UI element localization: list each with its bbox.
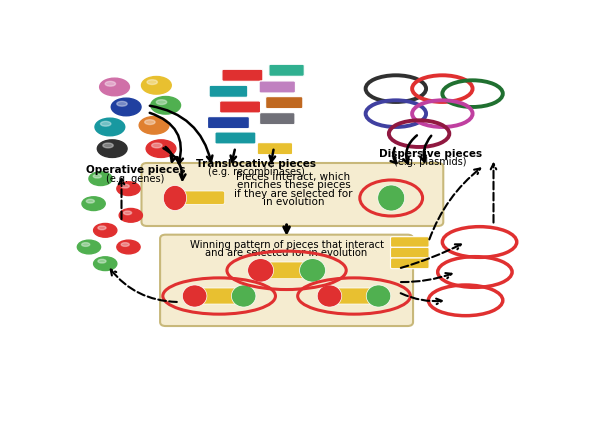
Text: Winning pattern of pieces that interact: Winning pattern of pieces that interact (190, 240, 383, 250)
Ellipse shape (366, 285, 391, 307)
FancyBboxPatch shape (391, 258, 429, 268)
Ellipse shape (111, 98, 141, 116)
Ellipse shape (152, 143, 162, 148)
Text: in evolution: in evolution (263, 197, 324, 207)
Ellipse shape (248, 259, 274, 282)
Ellipse shape (299, 259, 325, 282)
Ellipse shape (86, 199, 94, 203)
Ellipse shape (117, 240, 140, 254)
Ellipse shape (317, 285, 342, 307)
Ellipse shape (145, 120, 155, 125)
Ellipse shape (182, 285, 207, 307)
FancyBboxPatch shape (142, 163, 443, 226)
FancyBboxPatch shape (191, 288, 247, 304)
Ellipse shape (82, 197, 105, 210)
Ellipse shape (95, 118, 125, 136)
Ellipse shape (119, 208, 142, 222)
FancyBboxPatch shape (326, 288, 382, 304)
Text: enriches these pieces: enriches these pieces (236, 180, 350, 191)
FancyBboxPatch shape (222, 69, 263, 81)
Ellipse shape (151, 97, 181, 114)
FancyBboxPatch shape (391, 237, 429, 247)
Ellipse shape (98, 226, 106, 230)
Ellipse shape (146, 140, 176, 158)
Ellipse shape (163, 185, 187, 210)
Ellipse shape (232, 285, 256, 307)
Ellipse shape (142, 77, 171, 94)
Ellipse shape (147, 80, 157, 84)
Ellipse shape (94, 257, 117, 271)
FancyBboxPatch shape (266, 97, 303, 109)
FancyBboxPatch shape (269, 64, 304, 76)
Ellipse shape (117, 182, 140, 196)
Ellipse shape (105, 81, 116, 86)
Text: (e.g. recombinases): (e.g. recombinases) (208, 167, 305, 177)
Ellipse shape (82, 242, 90, 246)
Text: Pieces interact, which: Pieces interact, which (236, 172, 350, 182)
Text: (e.g. plasmids): (e.g. plasmids) (394, 157, 467, 167)
FancyBboxPatch shape (181, 191, 225, 204)
Ellipse shape (89, 172, 112, 185)
FancyBboxPatch shape (215, 132, 256, 144)
Ellipse shape (121, 242, 129, 246)
Ellipse shape (124, 211, 131, 215)
Text: Operative pieces: Operative pieces (86, 165, 185, 175)
FancyBboxPatch shape (260, 113, 295, 125)
Ellipse shape (77, 240, 101, 254)
Ellipse shape (94, 223, 117, 237)
FancyBboxPatch shape (160, 235, 413, 326)
Ellipse shape (157, 100, 167, 104)
FancyBboxPatch shape (208, 116, 250, 129)
Ellipse shape (121, 184, 129, 188)
Ellipse shape (117, 101, 127, 106)
FancyBboxPatch shape (259, 81, 295, 93)
FancyBboxPatch shape (209, 85, 248, 97)
FancyBboxPatch shape (257, 142, 293, 155)
Ellipse shape (103, 143, 113, 148)
Text: Translocative pieces: Translocative pieces (196, 158, 316, 168)
Text: (e.g. genes): (e.g. genes) (106, 174, 164, 184)
Ellipse shape (100, 78, 130, 96)
Text: and are selected for in evolution: and are selected for in evolution (205, 248, 368, 258)
Ellipse shape (378, 185, 404, 211)
FancyBboxPatch shape (391, 247, 429, 258)
Ellipse shape (98, 259, 106, 263)
Ellipse shape (97, 140, 127, 158)
Ellipse shape (93, 174, 101, 178)
Ellipse shape (101, 121, 111, 126)
Text: Dispersive pieces: Dispersive pieces (379, 149, 482, 158)
FancyBboxPatch shape (257, 262, 316, 279)
FancyBboxPatch shape (220, 101, 260, 113)
Ellipse shape (139, 116, 169, 134)
Text: if they are selected for: if they are selected for (234, 189, 353, 199)
